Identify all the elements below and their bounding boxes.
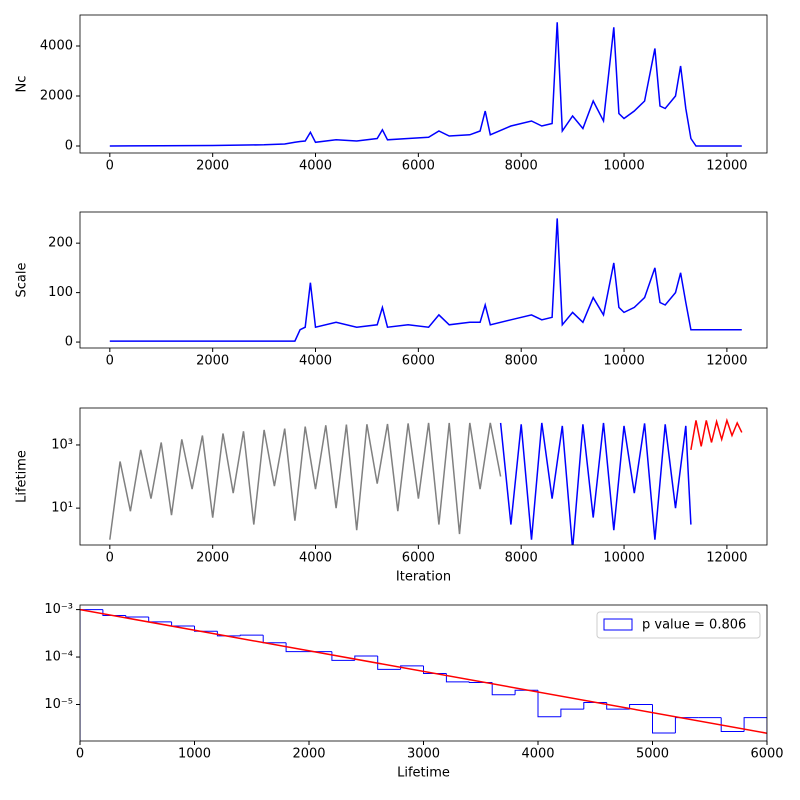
x-axis-label: Lifetime bbox=[397, 766, 450, 781]
legend-box bbox=[596, 611, 761, 639]
hist-bin bbox=[743, 717, 767, 741]
hist-bin bbox=[377, 656, 401, 670]
x-tick-label: 6000 bbox=[402, 551, 435, 566]
y-tick-label: 10⁻⁵ bbox=[44, 697, 73, 712]
hist-bin bbox=[171, 621, 195, 627]
y-tick-label: 0 bbox=[65, 335, 73, 350]
axes-frame bbox=[79, 604, 768, 742]
y-axis-label: Lifetime bbox=[15, 450, 30, 503]
x-tick-label: 12000 bbox=[706, 551, 747, 566]
x-tick-label: 10000 bbox=[603, 159, 644, 174]
x-tick-label: 3000 bbox=[407, 747, 440, 762]
plot-area bbox=[109, 218, 742, 342]
hist-bin bbox=[262, 635, 287, 644]
x-tick-label: 8000 bbox=[505, 159, 538, 174]
x-tick-label: 2000 bbox=[196, 159, 229, 174]
hist-bin bbox=[400, 665, 424, 670]
hist-bin bbox=[629, 703, 653, 710]
x-tick-label: 6000 bbox=[402, 159, 435, 174]
x-tick-label: 10000 bbox=[603, 551, 644, 566]
x-tick-label: 4000 bbox=[299, 354, 332, 369]
hist-bin bbox=[652, 704, 676, 734]
axes-frame bbox=[79, 407, 768, 546]
data-line bbox=[109, 218, 742, 342]
y-tick-label: 0 bbox=[65, 139, 73, 154]
y-tick-label: 200 bbox=[48, 236, 73, 251]
axes-frame bbox=[79, 14, 768, 154]
x-tick-label: 8000 bbox=[505, 354, 538, 369]
x-tick-label: 2000 bbox=[196, 354, 229, 369]
y-tick-label: 10⁻³ bbox=[44, 602, 73, 617]
y-tick-label: 10¹ bbox=[51, 501, 73, 516]
axes-frame bbox=[79, 211, 768, 349]
hist-bin bbox=[102, 609, 126, 617]
x-tick-label: 0 bbox=[106, 159, 114, 174]
hist-bin bbox=[148, 616, 172, 623]
legend-swatch bbox=[603, 618, 633, 631]
x-tick-label: 4000 bbox=[521, 747, 554, 762]
x-tick-label: 2000 bbox=[292, 747, 325, 762]
x-axis-label: Iteration bbox=[396, 570, 451, 585]
y-axis-label: Nc bbox=[15, 76, 30, 93]
y-tick-label: 10³ bbox=[51, 437, 73, 452]
x-tick-label: 2000 bbox=[196, 551, 229, 566]
x-tick-label: 4000 bbox=[299, 551, 332, 566]
x-tick-label: 1000 bbox=[178, 747, 211, 762]
hist-bin bbox=[560, 708, 584, 717]
x-tick-label: 10000 bbox=[603, 354, 644, 369]
x-tick-label: 0 bbox=[106, 551, 114, 566]
hist-bin bbox=[285, 642, 309, 653]
fit-line bbox=[80, 608, 767, 734]
x-tick-label: 6000 bbox=[402, 354, 435, 369]
legend-label: p value = 0.806 bbox=[642, 618, 746, 633]
hist-bin bbox=[491, 682, 516, 696]
hist-bin bbox=[674, 717, 699, 734]
data-line bbox=[499, 422, 692, 545]
y-tick-label: 2000 bbox=[40, 89, 73, 104]
hist-bin bbox=[720, 717, 745, 732]
x-tick-label: 12000 bbox=[706, 159, 747, 174]
x-tick-label: 5000 bbox=[636, 747, 669, 762]
x-tick-label: 4000 bbox=[299, 159, 332, 174]
data-line bbox=[109, 22, 742, 147]
x-tick-label: 0 bbox=[76, 747, 84, 762]
hist-bin bbox=[194, 626, 218, 632]
x-tick-label: 12000 bbox=[706, 354, 747, 369]
plot-area bbox=[109, 417, 743, 545]
hist-bin bbox=[80, 609, 103, 741]
data-line bbox=[109, 422, 502, 540]
plot-area bbox=[109, 22, 742, 147]
x-tick-label: 6000 bbox=[750, 747, 783, 762]
data-line bbox=[690, 417, 743, 451]
plot-area bbox=[80, 608, 767, 741]
hist-bin bbox=[239, 634, 264, 636]
hist-bin bbox=[125, 615, 149, 618]
x-tick-label: 8000 bbox=[505, 551, 538, 566]
x-tick-label: 0 bbox=[106, 354, 114, 369]
y-tick-label: 4000 bbox=[40, 39, 73, 54]
y-tick-label: 100 bbox=[48, 285, 73, 300]
y-tick-label: 10⁻⁴ bbox=[44, 650, 73, 665]
hist-bin bbox=[216, 631, 241, 637]
hist-bin bbox=[537, 690, 561, 718]
y-axis-label: Scale bbox=[15, 263, 30, 298]
